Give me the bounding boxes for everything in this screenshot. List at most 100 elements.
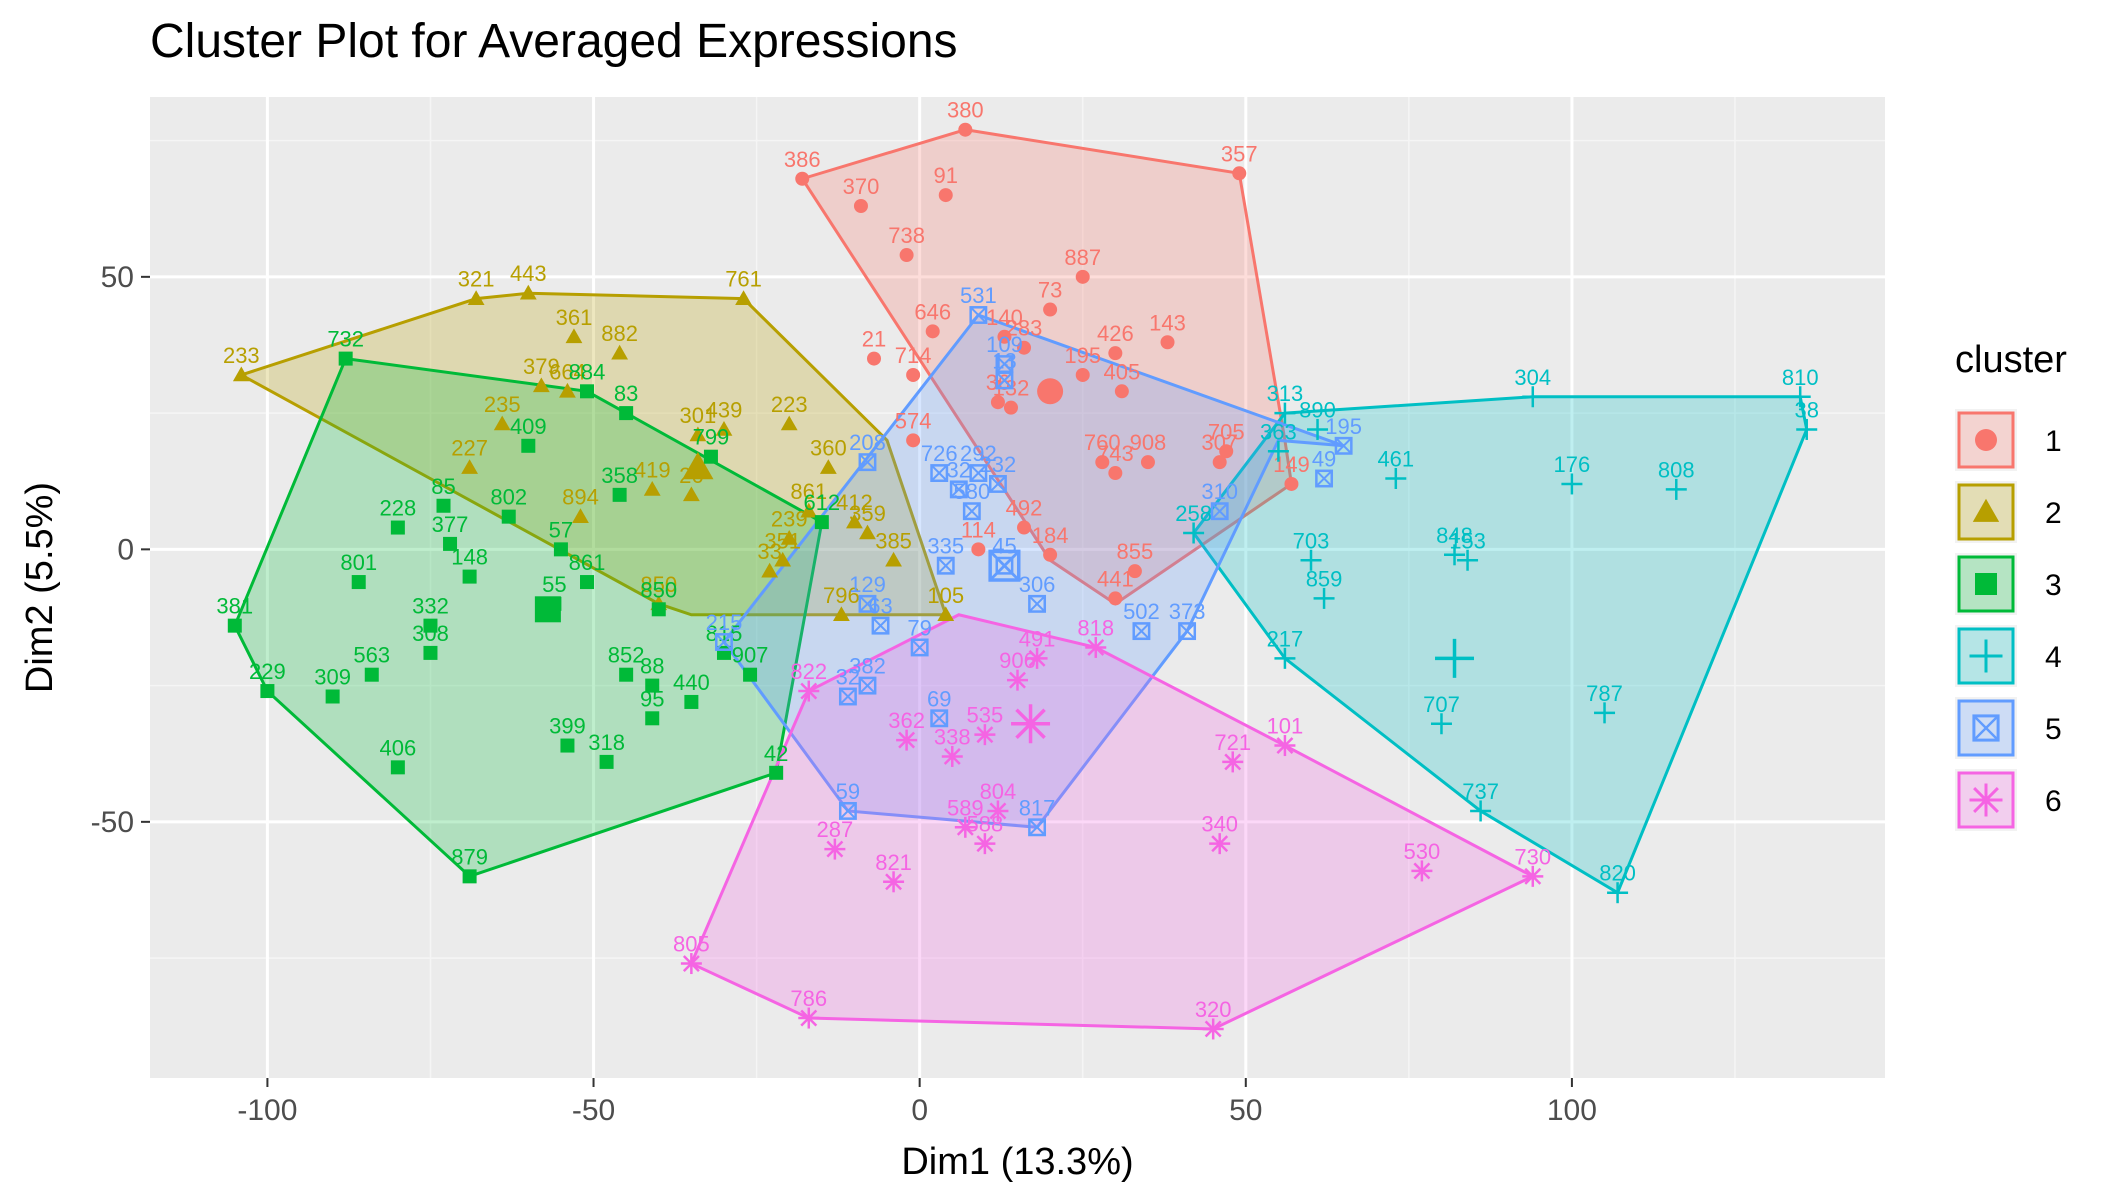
point-cluster-6	[1202, 1018, 1224, 1040]
point-label-cluster-6: 588	[967, 812, 1004, 837]
point-label-cluster-2: 239	[771, 506, 808, 531]
point-label-cluster-6: 101	[1267, 714, 1304, 739]
point-label-cluster-2: 321	[458, 267, 495, 292]
point-label-cluster-4: 313	[1267, 381, 1304, 406]
point-cluster-3	[390, 520, 405, 535]
legend-item-2: 2	[1955, 481, 2062, 543]
point-cluster-6	[824, 838, 846, 860]
point-cluster-1	[1075, 269, 1090, 284]
point-cluster-4	[1594, 702, 1616, 724]
point-cluster-1	[1043, 547, 1058, 562]
point-cluster-6	[798, 680, 820, 702]
legend-item-1: 1	[1955, 409, 2062, 471]
point-label-cluster-4: 703	[1293, 528, 1330, 553]
point-cluster-2	[846, 513, 863, 529]
point-label-cluster-6: 340	[1201, 812, 1238, 837]
point-cluster-1	[1017, 340, 1032, 355]
point-cluster-1	[906, 433, 921, 448]
point-label-cluster-2: 412	[836, 490, 873, 515]
point-label-cluster-1: 91	[934, 163, 958, 188]
point-cluster-1	[925, 324, 940, 339]
point-label-cluster-5: 382	[849, 654, 886, 679]
point-label-cluster-5: 726	[921, 441, 958, 466]
point-cluster-2	[493, 415, 511, 431]
point-label-cluster-5: 292	[960, 441, 997, 466]
point-label-cluster-5: 69	[927, 686, 951, 711]
point-label-cluster-3: 802	[490, 485, 527, 510]
point-cluster-3	[703, 449, 718, 464]
point-label-cluster-2: 385	[875, 528, 912, 553]
point-cluster-3	[553, 542, 568, 557]
point-cluster-4	[1313, 587, 1335, 609]
point-label-cluster-1: 380	[947, 98, 984, 123]
point-cluster-2	[565, 328, 583, 344]
point-cluster-6	[883, 871, 905, 893]
point-label-cluster-5: 335	[927, 534, 964, 559]
point-label-cluster-3: 884	[569, 359, 606, 384]
point-cluster-3	[423, 618, 438, 633]
point-label-cluster-3: 409	[510, 414, 547, 439]
point-label-cluster-3: 83	[614, 381, 638, 406]
point-cluster-6	[1222, 751, 1244, 773]
point-label-cluster-6: 491	[1019, 626, 1056, 651]
legend-title: cluster	[1955, 339, 2067, 381]
point-cluster-4	[1796, 418, 1818, 440]
point-cluster-4	[1267, 440, 1289, 462]
point-label-cluster-6: 320	[1195, 997, 1232, 1022]
point-cluster-5	[995, 371, 1014, 390]
point-label-cluster-1: 908	[1130, 430, 1167, 455]
point-cluster-1	[1108, 346, 1123, 361]
point-label-cluster-4: 176	[1554, 452, 1591, 477]
point-label-cluster-1: 426	[1097, 321, 1134, 346]
point-cluster-1	[1075, 367, 1090, 382]
point-label-cluster-2: 861	[790, 479, 827, 504]
point-label-cluster-1: 21	[862, 327, 886, 352]
point-cluster-5	[1178, 622, 1197, 641]
point-label-cluster-5: 531	[960, 283, 997, 308]
legend-label: 6	[2045, 785, 2062, 818]
point-cluster-1	[1003, 400, 1018, 415]
point-cluster-6	[987, 800, 1009, 822]
point-label-cluster-3: 88	[640, 654, 664, 679]
point-cluster-2	[937, 606, 955, 622]
point-label-cluster-1: 405	[1104, 359, 1141, 384]
point-cluster-3	[260, 684, 275, 699]
legend-label: 3	[2045, 569, 2062, 602]
point-label-cluster-5: 109	[986, 332, 1023, 357]
point-cluster-2	[780, 415, 798, 431]
x-tick-label: 0	[911, 1094, 928, 1127]
point-label-cluster-2: 796	[823, 583, 860, 608]
point-label-cluster-1: 73	[1038, 278, 1062, 303]
point-cluster-5	[858, 594, 877, 613]
point-cluster-4	[1430, 713, 1452, 735]
point-cluster-5	[1334, 436, 1353, 455]
point-cluster-3	[443, 536, 458, 551]
x-axis-title: Dim1 (13.3%)	[901, 1141, 1133, 1183]
point-cluster-1	[867, 351, 882, 366]
point-cluster-6	[974, 833, 996, 855]
point-label-cluster-6: 589	[947, 795, 984, 820]
point-cluster-2	[559, 382, 576, 398]
point-cluster-3	[227, 618, 242, 633]
point-cluster-5	[930, 709, 949, 728]
point-label-cluster-2: 227	[451, 436, 488, 461]
point-label-cluster-5: 310	[1201, 479, 1238, 504]
point-label-cluster-4: 890	[1299, 397, 1336, 422]
point-label-cluster-1: 386	[784, 147, 821, 172]
point-label-cluster-1: 114	[961, 517, 996, 542]
point-cluster-3	[651, 602, 666, 617]
point-cluster-1	[1140, 455, 1155, 470]
point-label-cluster-3: 850	[640, 577, 677, 602]
point-label-cluster-2: 882	[601, 321, 638, 346]
point-label-cluster-4: 737	[1462, 779, 1499, 804]
point-label-cluster-4: 304	[1514, 365, 1551, 390]
legend-key-symbol	[1972, 498, 2000, 522]
cluster-hull-2	[237, 291, 948, 617]
point-label-cluster-1: 714	[895, 343, 932, 368]
point-cluster-3	[580, 384, 595, 399]
point-label-cluster-2: 33	[757, 539, 781, 564]
point-cluster-4	[1300, 549, 1322, 571]
point-cluster-2	[572, 508, 589, 523]
point-cluster-2	[800, 502, 818, 518]
point-cluster-2	[885, 551, 902, 567]
